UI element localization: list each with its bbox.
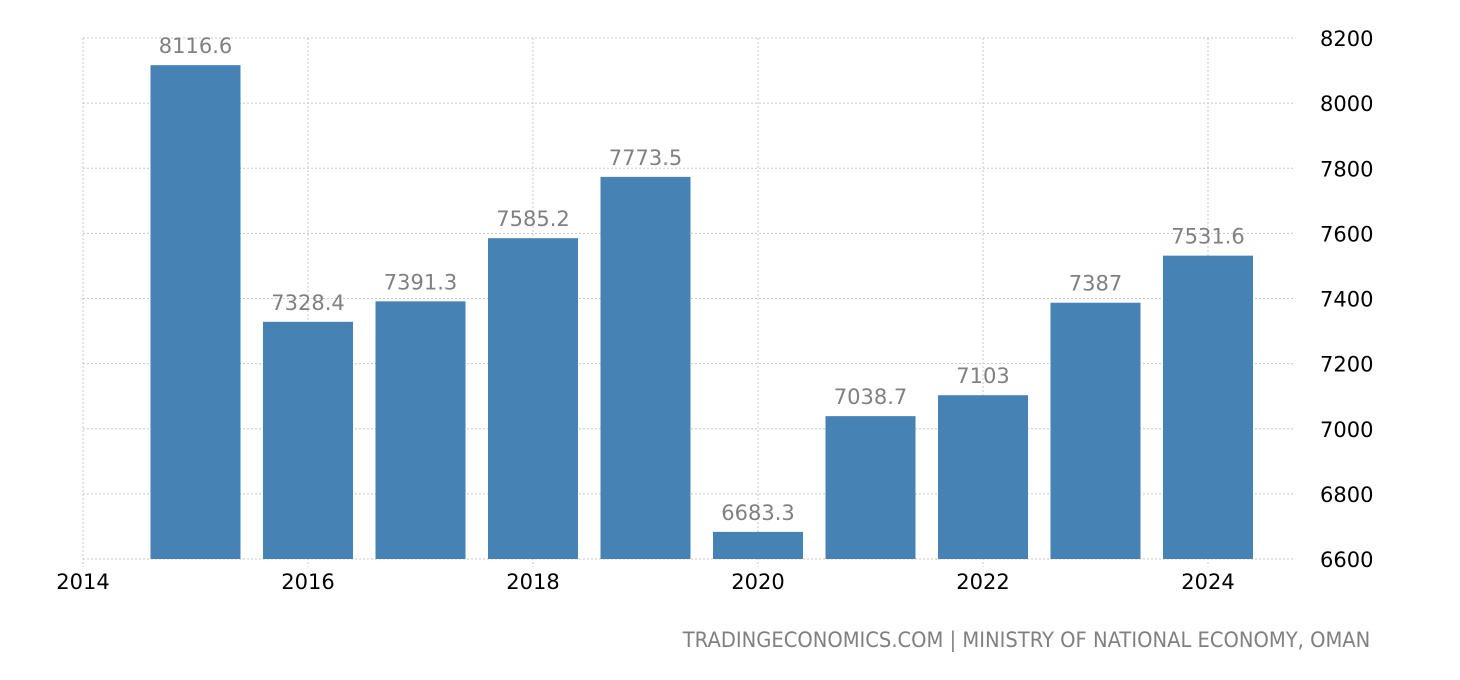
bar-value-label: 7585.2	[496, 207, 569, 231]
y-tick-label: 7400	[1320, 288, 1373, 312]
y-tick-label: 7000	[1320, 418, 1373, 442]
bar-value-label: 8116.6	[159, 34, 232, 58]
bar	[713, 531, 803, 559]
bar	[825, 416, 916, 559]
y-tick-label: 6600	[1320, 548, 1373, 572]
bar	[1050, 302, 1141, 559]
y-tick-label: 7800	[1320, 157, 1373, 181]
y-tick-label: 7200	[1320, 353, 1373, 377]
bar	[600, 176, 691, 559]
y-tick-label: 7600	[1320, 222, 1373, 246]
bar-value-label: 7038.7	[834, 385, 907, 409]
x-tick-label: 2024	[1181, 570, 1234, 594]
x-tick-label: 2020	[731, 570, 784, 594]
source-attribution: TRADINGECONOMICS.COM | MINISTRY OF NATIO…	[682, 628, 1370, 652]
y-axis: 6600 6800 7000 7200 7400 7600 7800 8000 8200	[1320, 27, 1373, 572]
value-labels: 8116.6 7328.4 7391.3 7585.2 7773.5 6683.3 7038…	[159, 34, 1245, 525]
x-tick-label: 2014	[56, 570, 109, 594]
x-tick-label: 2022	[956, 570, 1009, 594]
bar-value-label: 7531.6	[1171, 225, 1244, 249]
bar	[938, 395, 1028, 559]
bar-value-label: 7391.3	[384, 270, 457, 294]
x-tick-label: 2016	[281, 570, 334, 594]
bar	[375, 301, 466, 559]
y-tick-label: 8200	[1320, 27, 1373, 51]
bar	[488, 238, 578, 559]
bar	[150, 65, 241, 559]
bar-value-label: 7103	[956, 364, 1009, 388]
bar	[263, 321, 353, 559]
y-tick-label: 6800	[1320, 483, 1373, 507]
bars	[150, 65, 1253, 559]
x-axis: 2014 2016 2018 2020 2022 2024	[56, 570, 1234, 594]
bar-value-label: 7328.4	[271, 291, 344, 315]
y-tick-label: 8000	[1320, 92, 1373, 116]
bar	[1163, 255, 1253, 559]
bar-value-label: 6683.3	[721, 501, 794, 525]
bar-value-label: 7773.5	[609, 146, 682, 170]
bar-value-label: 7387	[1069, 272, 1122, 296]
x-tick-label: 2018	[506, 570, 559, 594]
